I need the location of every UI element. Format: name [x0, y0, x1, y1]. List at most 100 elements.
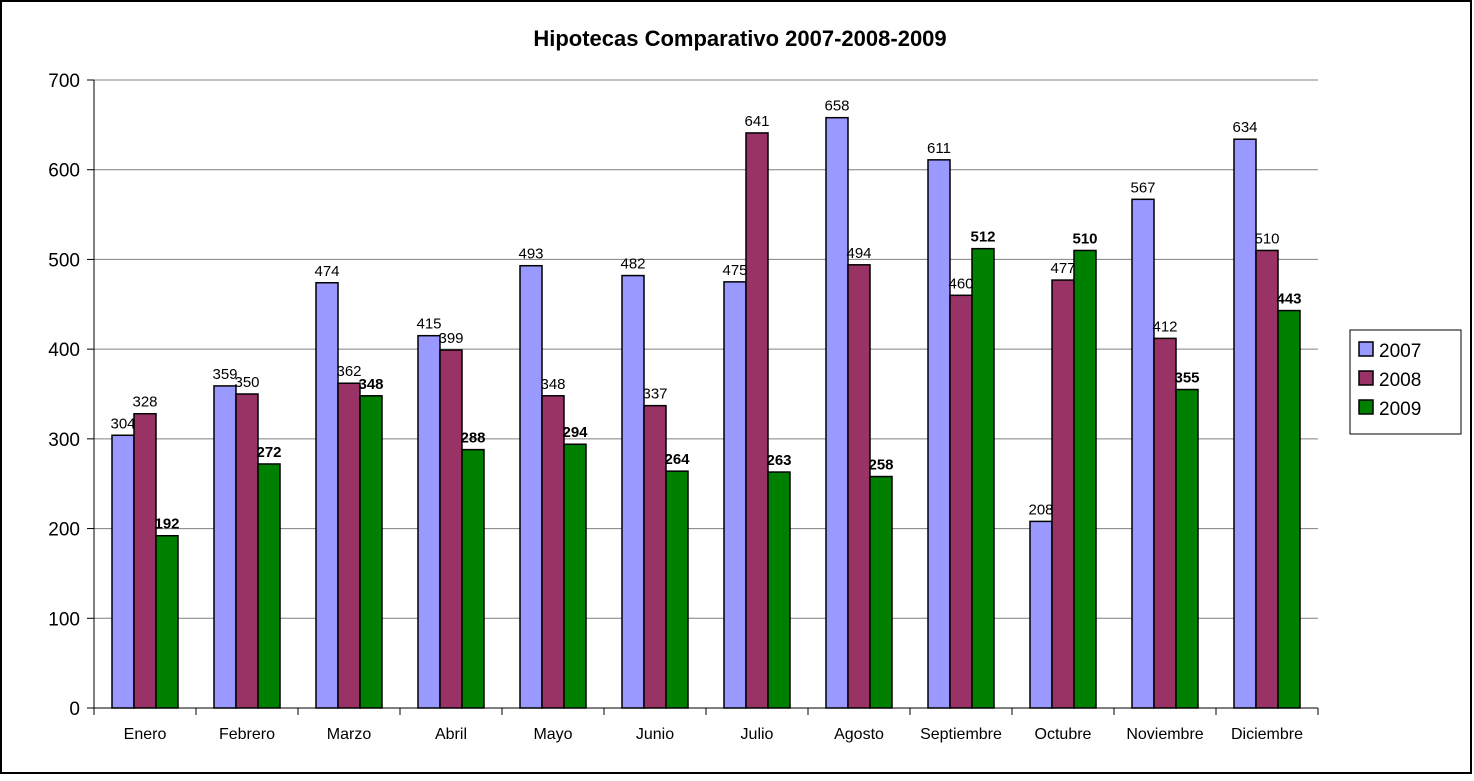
legend: 2007 2008 2009	[1349, 329, 1462, 435]
legend-swatch-2009	[1358, 399, 1374, 415]
data-label-2007: 611	[927, 140, 951, 157]
y-tick-label: 700	[48, 71, 80, 92]
bar-2007-Agosto	[825, 116, 849, 709]
bar-2007-Diciembre	[1233, 138, 1257, 709]
data-label-2009: 192	[154, 516, 179, 533]
bar-2008-Abril	[439, 349, 463, 709]
bar-2009-Febrero	[257, 463, 281, 709]
bar-2008-Enero	[133, 412, 157, 709]
x-tick-label: Mayo	[533, 726, 572, 743]
data-label-2007: 474	[314, 263, 339, 280]
data-label-2009: 512	[970, 229, 995, 246]
data-label-2009: 264	[664, 451, 690, 468]
bar-2008-Diciembre	[1255, 249, 1279, 709]
data-label-2009: 355	[1174, 370, 1199, 387]
data-label-2008: 641	[744, 113, 769, 130]
bar-2007-Mayo	[519, 264, 543, 709]
data-label-2008: 399	[438, 330, 463, 347]
bar-2008-Julio	[745, 132, 769, 709]
data-label-2007: 475	[722, 262, 747, 279]
x-tick-label: Septiembre	[920, 726, 1002, 743]
x-tick-label: Febrero	[219, 726, 275, 743]
legend-swatch-2007	[1358, 341, 1374, 357]
bar-2007-Septiembre	[927, 159, 951, 709]
y-tick-label: 100	[48, 609, 80, 630]
data-label-2007: 359	[212, 366, 237, 383]
data-label-2008: 412	[1152, 318, 1177, 335]
bar-2008-Marzo	[337, 382, 361, 709]
data-label-2007: 493	[518, 246, 543, 263]
y-tick-label: 500	[48, 250, 80, 271]
x-tick-label: Agosto	[834, 726, 884, 743]
y-tick-label: 600	[48, 161, 80, 182]
gridlines	[94, 79, 1318, 619]
data-labels: 304 359 474 415 493 482 475 658 611 208 567 634 328 3…	[110, 98, 1301, 533]
bar-2009-Diciembre	[1277, 309, 1301, 709]
legend-label: 2008	[1379, 370, 1421, 391]
bar-2007-Julio	[723, 281, 747, 709]
x-axis: Enero Febrero Marzo Abril Mayo Junio Julio Agos…	[93, 707, 1319, 743]
bar-2007-Marzo	[315, 282, 339, 709]
legend-label: 2007	[1379, 341, 1421, 362]
x-tick-label: Diciembre	[1231, 726, 1303, 743]
data-label-2007: 482	[620, 256, 645, 273]
bar-2007-Noviembre	[1131, 198, 1155, 709]
bar-2007-Febrero	[213, 385, 237, 709]
data-label-2008: 460	[948, 275, 973, 292]
bar-2008-Septiembre	[949, 294, 973, 709]
bar-2007-Octubre	[1029, 520, 1053, 709]
y-tick-label: 400	[48, 340, 80, 361]
data-label-2009: 294	[562, 424, 588, 441]
legend-label: 2009	[1379, 399, 1421, 420]
data-label-2009: 348	[358, 376, 383, 393]
data-label-2008: 350	[234, 374, 259, 391]
data-label-2008: 337	[642, 386, 667, 403]
data-label-2009: 443	[1276, 291, 1301, 308]
y-tick-label: 300	[48, 430, 80, 451]
legend-swatch-2008	[1358, 370, 1374, 386]
bar-2007-Abril	[417, 334, 441, 709]
data-label-2008: 362	[336, 363, 361, 380]
data-label-2009: 263	[766, 452, 791, 469]
bar-2009-Mayo	[563, 443, 587, 709]
y-tick-label: 0	[69, 699, 80, 720]
x-tick-label: Marzo	[327, 726, 372, 743]
bar-2009-Marzo	[359, 395, 383, 709]
bar-2008-Agosto	[847, 264, 871, 709]
bar-2009-Junio	[665, 470, 689, 709]
data-label-2007: 415	[416, 316, 441, 333]
data-label-2008: 328	[132, 394, 157, 411]
data-label-2009: 258	[868, 457, 893, 474]
x-tick-label: Noviembre	[1126, 726, 1203, 743]
data-label-2007: 567	[1130, 179, 1155, 196]
bars	[111, 116, 1301, 709]
y-tick-label: 200	[48, 520, 80, 541]
x-tick-label: Octubre	[1035, 726, 1092, 743]
bar-2008-Octubre	[1051, 279, 1075, 709]
bar-2008-Febrero	[235, 393, 259, 709]
data-label-2007: 658	[824, 98, 849, 115]
data-label-2007: 208	[1028, 501, 1053, 518]
data-label-2008: 348	[540, 376, 565, 393]
bar-2009-Abril	[461, 448, 485, 709]
bar-2007-Enero	[111, 434, 135, 709]
x-tick-label: Junio	[636, 726, 674, 743]
data-label-2008: 510	[1254, 230, 1279, 247]
data-label-2009: 272	[256, 444, 281, 461]
bar-2007-Junio	[621, 274, 645, 709]
bar-2009-Enero	[155, 534, 179, 709]
bar-2008-Noviembre	[1153, 337, 1177, 709]
x-tick-label: Enero	[124, 726, 167, 743]
x-tick-label: Julio	[741, 726, 774, 743]
y-axis: 0 100 200 300 400 500 600 700	[48, 71, 95, 720]
bar-2009-Agosto	[869, 475, 893, 709]
data-label-2007: 634	[1232, 119, 1257, 136]
data-label-2009: 288	[460, 430, 485, 447]
bar-2009-Noviembre	[1175, 388, 1199, 709]
data-label-2008: 477	[1050, 260, 1075, 277]
x-tick-label: Abril	[435, 726, 467, 743]
data-label-2007: 304	[110, 415, 135, 432]
bar-2009-Septiembre	[971, 247, 995, 709]
